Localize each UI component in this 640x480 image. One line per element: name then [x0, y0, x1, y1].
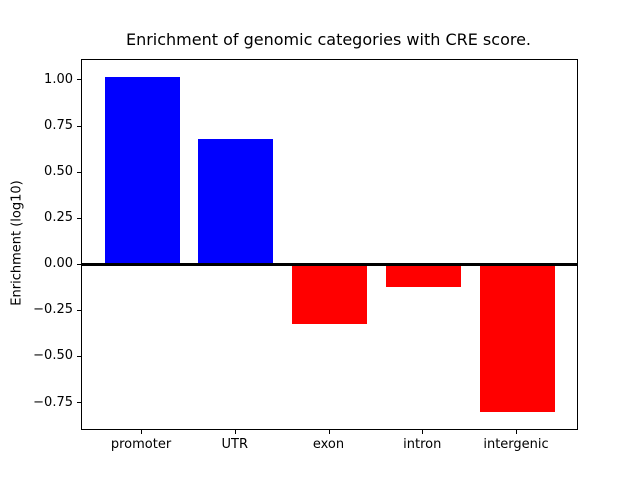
- plot-area: [81, 59, 578, 430]
- zero-line: [82, 263, 577, 267]
- x-tick-mark: [234, 430, 236, 434]
- bar-promoter: [104, 76, 180, 265]
- x-tick-label-intron: intron: [403, 437, 442, 452]
- x-tick-label-exon: exon: [312, 437, 345, 452]
- y-tick-label: 0.50: [44, 164, 73, 180]
- x-tick-mark: [141, 430, 142, 434]
- y-tick-label: −0.50: [33, 348, 73, 364]
- bar-intergenic: [479, 264, 555, 413]
- chart-title: Enrichment of genomic categories with CR…: [125, 30, 532, 49]
- y-axis-label: Enrichment (log10): [9, 180, 25, 306]
- y-tick-label: 1.00: [44, 71, 73, 87]
- bar-UTR: [198, 139, 274, 265]
- y-tick-mark: [77, 171, 81, 173]
- y-tick-label: 0.25: [44, 210, 73, 226]
- y-tick-label: −0.25: [33, 302, 73, 318]
- y-tick-mark: [77, 355, 81, 357]
- y-tick-label: −0.75: [33, 394, 73, 410]
- y-tick-label: 0.00: [44, 256, 73, 272]
- y-tick-mark: [77, 79, 81, 81]
- y-tick-mark: [77, 309, 81, 311]
- y-tick-mark: [77, 217, 81, 219]
- y-tick-mark: [77, 263, 81, 265]
- bar-intron: [385, 264, 461, 287]
- x-tick-label-intergenic: intergenic: [483, 437, 549, 452]
- x-tick-label-UTR: UTR: [221, 437, 249, 452]
- x-tick-label-promoter: promoter: [110, 437, 172, 452]
- x-tick-mark: [516, 430, 517, 434]
- y-tick-label: 0.75: [44, 118, 73, 134]
- y-tick-mark: [77, 402, 81, 403]
- x-tick-mark: [328, 430, 330, 434]
- y-tick-mark: [77, 125, 81, 127]
- bar-exon: [292, 264, 367, 324]
- x-tick-mark: [422, 430, 424, 434]
